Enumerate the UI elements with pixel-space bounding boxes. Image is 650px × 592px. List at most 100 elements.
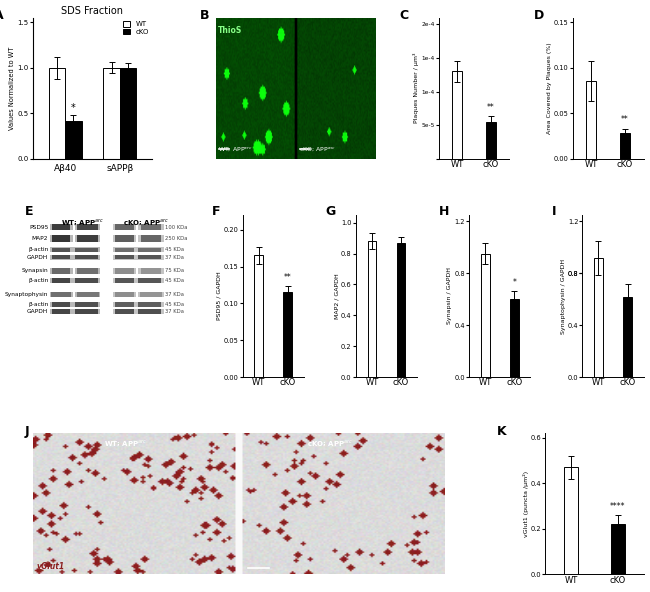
FancyBboxPatch shape: [50, 278, 100, 283]
FancyBboxPatch shape: [114, 292, 135, 297]
FancyBboxPatch shape: [51, 292, 71, 297]
FancyBboxPatch shape: [138, 291, 164, 297]
Legend: WT, cKO: WT, cKO: [123, 21, 149, 35]
Text: WT; APP$^{arc}$: WT; APP$^{arc}$: [104, 438, 147, 448]
Text: **: **: [487, 103, 495, 112]
Bar: [486, 122, 496, 159]
Text: 250 KDa: 250 KDa: [165, 236, 187, 241]
FancyBboxPatch shape: [52, 278, 70, 283]
Text: vGlut1: vGlut1: [37, 562, 65, 571]
Text: J: J: [24, 425, 29, 438]
FancyBboxPatch shape: [115, 236, 133, 242]
FancyBboxPatch shape: [115, 247, 133, 252]
Text: β-actin: β-actin: [28, 278, 48, 283]
FancyBboxPatch shape: [75, 224, 100, 230]
Bar: [254, 256, 263, 377]
Y-axis label: Plaques Number / μm³: Plaques Number / μm³: [413, 53, 419, 124]
Text: β-actin: β-actin: [28, 247, 48, 252]
Y-axis label: Synapsin / GAPDH: Synapsin / GAPDH: [447, 268, 452, 324]
FancyBboxPatch shape: [50, 268, 73, 274]
FancyBboxPatch shape: [75, 291, 100, 297]
Text: 45 KDa: 45 KDa: [165, 302, 184, 307]
FancyBboxPatch shape: [138, 303, 161, 307]
Bar: [65, 121, 81, 159]
Text: *: *: [512, 278, 516, 287]
Text: GAPDH: GAPDH: [27, 255, 48, 260]
Text: **: **: [621, 115, 629, 124]
Y-axis label: PSD95 / GAPDH: PSD95 / GAPDH: [216, 272, 222, 320]
FancyBboxPatch shape: [52, 255, 70, 259]
Title: SDS Fraction: SDS Fraction: [62, 5, 124, 15]
FancyBboxPatch shape: [113, 302, 164, 307]
FancyBboxPatch shape: [75, 235, 100, 242]
FancyBboxPatch shape: [113, 235, 136, 242]
FancyBboxPatch shape: [50, 302, 100, 307]
Text: I: I: [552, 205, 556, 218]
Text: PSD95: PSD95: [29, 224, 48, 230]
FancyBboxPatch shape: [115, 224, 133, 230]
Bar: [564, 468, 578, 574]
Bar: [120, 67, 136, 159]
FancyBboxPatch shape: [138, 255, 161, 259]
Text: B: B: [200, 9, 209, 22]
Text: ****: ****: [610, 502, 625, 511]
FancyBboxPatch shape: [115, 255, 133, 259]
FancyBboxPatch shape: [113, 255, 164, 259]
Text: WT; APP$^{arc}$: WT; APP$^{arc}$: [62, 217, 105, 227]
Text: GAPDH: GAPDH: [27, 309, 48, 314]
Text: 100 KDa: 100 KDa: [165, 224, 187, 230]
FancyBboxPatch shape: [115, 268, 133, 274]
FancyBboxPatch shape: [52, 236, 70, 242]
Y-axis label: vGlut1 (puncta /μm²): vGlut1 (puncta /μm²): [523, 471, 528, 537]
Bar: [623, 297, 632, 377]
FancyBboxPatch shape: [50, 309, 100, 314]
FancyBboxPatch shape: [138, 247, 161, 252]
FancyBboxPatch shape: [113, 247, 164, 252]
FancyBboxPatch shape: [75, 247, 98, 252]
FancyBboxPatch shape: [115, 309, 133, 314]
FancyBboxPatch shape: [113, 278, 164, 283]
Text: H: H: [439, 205, 449, 218]
Bar: [586, 82, 596, 159]
Y-axis label: Values Normalized to WT: Values Normalized to WT: [9, 47, 15, 130]
FancyBboxPatch shape: [50, 224, 73, 230]
FancyBboxPatch shape: [77, 224, 98, 230]
FancyBboxPatch shape: [115, 303, 133, 307]
FancyBboxPatch shape: [140, 236, 161, 242]
FancyBboxPatch shape: [113, 268, 136, 274]
Text: 45 KDa: 45 KDa: [165, 247, 184, 252]
FancyBboxPatch shape: [77, 292, 99, 297]
Text: Synapsin: Synapsin: [21, 268, 48, 274]
FancyBboxPatch shape: [140, 292, 162, 297]
Bar: [283, 292, 292, 377]
Text: cKO; APP$^{arc}$: cKO; APP$^{arc}$: [307, 438, 353, 448]
FancyBboxPatch shape: [140, 268, 161, 274]
FancyBboxPatch shape: [50, 247, 100, 252]
FancyBboxPatch shape: [75, 309, 98, 314]
FancyBboxPatch shape: [113, 291, 136, 297]
Text: WT; APP$^{arc}$: WT; APP$^{arc}$: [218, 146, 253, 155]
FancyBboxPatch shape: [140, 224, 161, 230]
Text: ThioS: ThioS: [218, 25, 242, 35]
FancyBboxPatch shape: [50, 255, 100, 259]
FancyBboxPatch shape: [138, 309, 161, 314]
FancyBboxPatch shape: [75, 255, 98, 259]
Bar: [620, 133, 630, 159]
FancyBboxPatch shape: [75, 303, 98, 307]
Text: Synaptophysin: Synaptophysin: [5, 292, 48, 297]
Text: 37 KDa: 37 KDa: [165, 255, 184, 260]
FancyBboxPatch shape: [115, 278, 133, 283]
FancyBboxPatch shape: [52, 303, 70, 307]
FancyBboxPatch shape: [138, 235, 164, 242]
Text: 45 KDa: 45 KDa: [165, 278, 184, 283]
Bar: [452, 72, 462, 159]
Text: cKO; APP$^{arc}$: cKO; APP$^{arc}$: [123, 217, 169, 227]
FancyBboxPatch shape: [138, 268, 164, 274]
Text: C: C: [400, 9, 409, 22]
FancyBboxPatch shape: [77, 236, 98, 242]
Y-axis label: MAP2 / GAPDH: MAP2 / GAPDH: [334, 273, 339, 319]
Y-axis label: Synaptophysin / GAPDH: Synaptophysin / GAPDH: [560, 259, 566, 333]
FancyBboxPatch shape: [52, 224, 70, 230]
FancyBboxPatch shape: [113, 309, 164, 314]
FancyBboxPatch shape: [75, 278, 98, 283]
